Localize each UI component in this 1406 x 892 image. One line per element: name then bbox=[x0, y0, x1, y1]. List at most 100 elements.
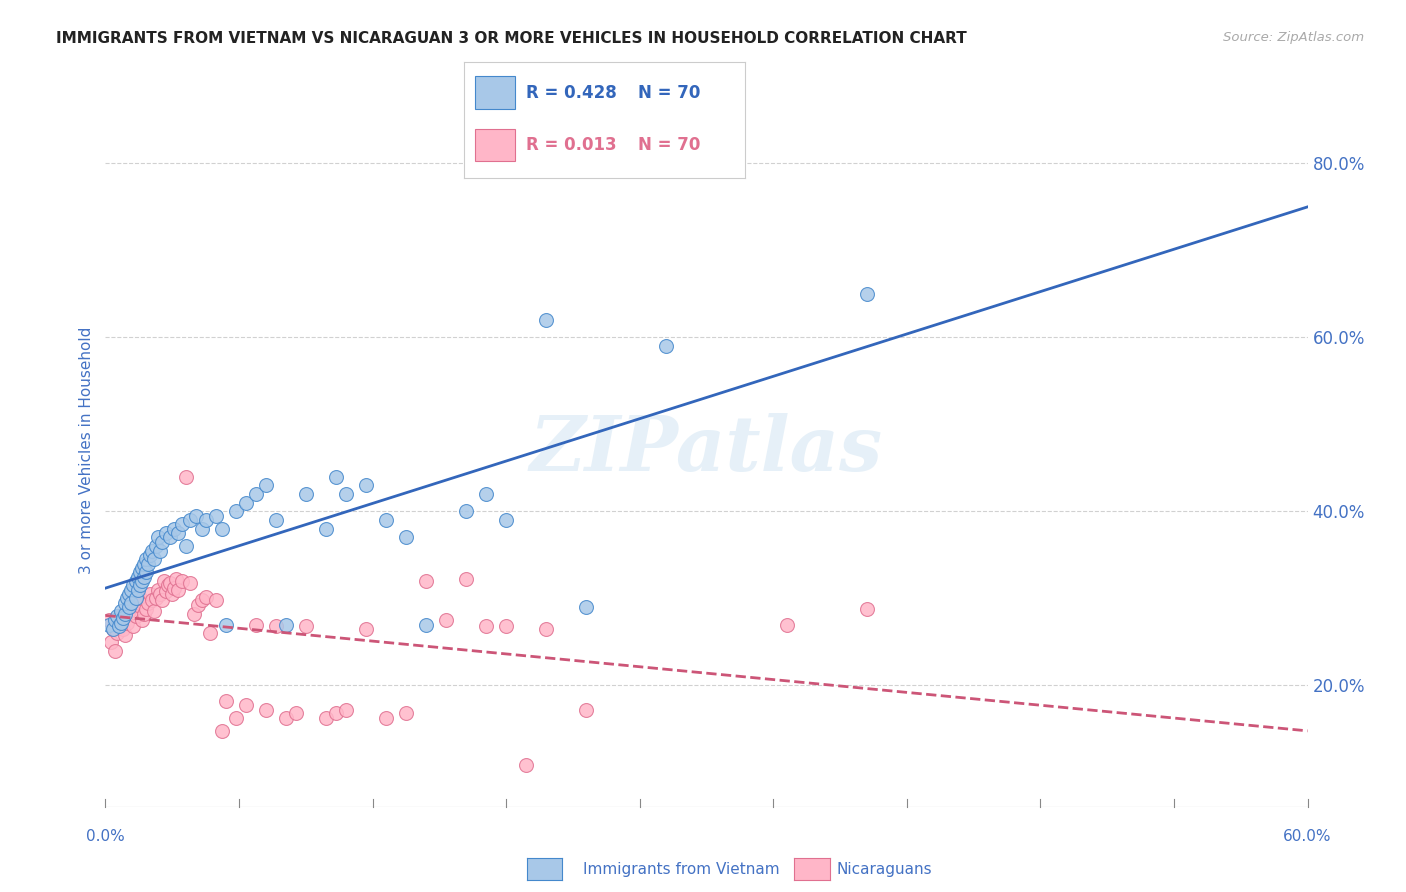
Point bbox=[108, 617, 131, 632]
Point bbox=[395, 531, 418, 545]
Point bbox=[475, 619, 498, 633]
Point bbox=[107, 626, 129, 640]
Text: N = 70: N = 70 bbox=[638, 136, 700, 153]
Text: ZIPatlas: ZIPatlas bbox=[530, 414, 883, 487]
Point bbox=[155, 526, 177, 541]
Point bbox=[136, 557, 159, 571]
Point bbox=[315, 522, 337, 536]
Point bbox=[254, 703, 277, 717]
Point bbox=[156, 578, 179, 592]
Point bbox=[162, 581, 184, 595]
Point bbox=[274, 711, 297, 725]
Point bbox=[166, 526, 188, 541]
Point bbox=[98, 617, 121, 632]
Point bbox=[100, 635, 122, 649]
Point bbox=[335, 703, 357, 717]
Point bbox=[454, 572, 477, 586]
Point bbox=[114, 596, 136, 610]
Text: 60.0%: 60.0% bbox=[1284, 829, 1331, 844]
Point bbox=[187, 599, 209, 613]
Point bbox=[152, 574, 174, 588]
Point bbox=[103, 622, 125, 636]
Point bbox=[295, 487, 318, 501]
Point bbox=[183, 607, 205, 621]
Point bbox=[655, 339, 678, 353]
Point bbox=[122, 619, 145, 633]
Point bbox=[127, 569, 149, 583]
Point bbox=[128, 591, 150, 606]
Point bbox=[495, 513, 517, 527]
Point bbox=[121, 596, 143, 610]
Point bbox=[575, 600, 598, 615]
Text: R = 0.013: R = 0.013 bbox=[526, 136, 616, 153]
Point bbox=[204, 593, 226, 607]
Point bbox=[214, 617, 236, 632]
Point bbox=[295, 619, 318, 633]
Text: Source: ZipAtlas.com: Source: ZipAtlas.com bbox=[1223, 31, 1364, 45]
Point bbox=[235, 496, 257, 510]
Point bbox=[110, 615, 132, 630]
Point bbox=[174, 469, 197, 483]
Point bbox=[124, 591, 146, 606]
Point bbox=[132, 607, 155, 621]
Point bbox=[124, 608, 146, 623]
Point bbox=[204, 508, 226, 523]
Text: R = 0.428: R = 0.428 bbox=[526, 84, 617, 102]
Point bbox=[165, 572, 187, 586]
Point bbox=[174, 539, 197, 553]
Point bbox=[110, 608, 132, 623]
Point bbox=[194, 590, 217, 604]
Point bbox=[104, 643, 127, 657]
Point bbox=[274, 617, 297, 632]
Bar bbox=[475, 77, 515, 109]
Point bbox=[284, 706, 307, 721]
Point bbox=[475, 487, 498, 501]
Point bbox=[225, 711, 247, 725]
Bar bbox=[475, 128, 515, 161]
Point bbox=[155, 584, 177, 599]
Point bbox=[103, 622, 125, 636]
Point bbox=[142, 604, 165, 618]
Point bbox=[132, 569, 155, 583]
Point bbox=[325, 706, 347, 721]
Point bbox=[245, 487, 267, 501]
Point bbox=[190, 522, 212, 536]
Point bbox=[141, 543, 163, 558]
Text: 0.0%: 0.0% bbox=[86, 829, 125, 844]
Point bbox=[415, 574, 437, 588]
Point bbox=[128, 566, 150, 580]
Text: Immigrants from Vietnam: Immigrants from Vietnam bbox=[583, 863, 780, 877]
Point bbox=[198, 626, 221, 640]
Point bbox=[127, 582, 149, 597]
Point bbox=[117, 591, 139, 606]
Point bbox=[117, 615, 139, 630]
Point bbox=[162, 522, 184, 536]
Y-axis label: 3 or more Vehicles in Household: 3 or more Vehicles in Household bbox=[79, 326, 94, 574]
Point bbox=[170, 517, 193, 532]
Point bbox=[141, 593, 163, 607]
Point bbox=[354, 622, 377, 636]
Point bbox=[150, 593, 173, 607]
Point bbox=[190, 593, 212, 607]
Point bbox=[225, 504, 247, 518]
Point bbox=[131, 613, 153, 627]
Point bbox=[145, 539, 167, 553]
Point bbox=[107, 608, 129, 623]
Point bbox=[114, 628, 136, 642]
Point bbox=[264, 619, 287, 633]
Point bbox=[146, 582, 169, 597]
Point bbox=[112, 610, 135, 624]
Point bbox=[264, 513, 287, 527]
Point bbox=[245, 617, 267, 632]
Point bbox=[148, 587, 170, 601]
Point bbox=[128, 578, 150, 592]
Point bbox=[325, 469, 347, 483]
Point bbox=[454, 504, 477, 518]
Point bbox=[855, 602, 877, 616]
Point bbox=[110, 604, 132, 618]
Point bbox=[124, 574, 146, 588]
Point bbox=[415, 617, 437, 632]
Point bbox=[495, 619, 517, 633]
Point bbox=[194, 513, 217, 527]
Point bbox=[395, 706, 418, 721]
